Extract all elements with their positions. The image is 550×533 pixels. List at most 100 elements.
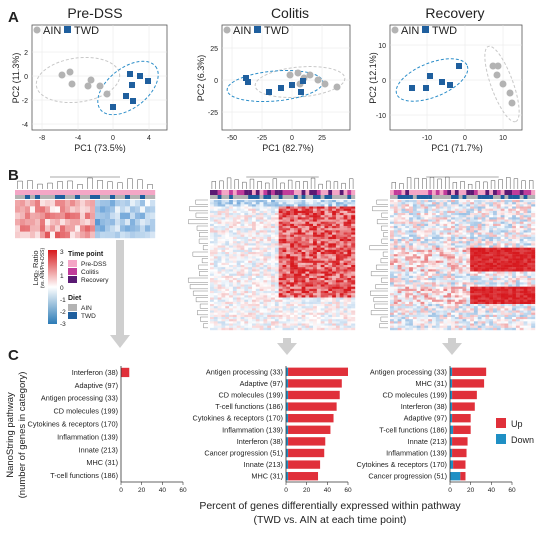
heatmap-cell xyxy=(251,284,256,287)
heatmap-cell xyxy=(232,210,237,214)
heatmap-cell xyxy=(309,319,314,322)
ain-ellipse xyxy=(35,56,121,104)
heatmap-cell xyxy=(278,252,283,255)
heatmap-cell xyxy=(531,295,536,298)
heatmap-cell xyxy=(343,256,348,259)
heatmap-cell xyxy=(130,231,136,239)
heatmap-cell xyxy=(324,314,329,318)
heatmap-cell xyxy=(496,213,501,216)
heatmap-cell xyxy=(493,314,498,318)
heatmap-cell xyxy=(301,258,306,261)
heatmap-cell xyxy=(305,258,310,261)
dendrogram-branch xyxy=(211,181,216,189)
heatmap-cell xyxy=(263,228,268,231)
heatmap-cell xyxy=(339,269,344,272)
heatmap-cell xyxy=(443,306,448,309)
heatmap-cell xyxy=(248,323,253,326)
heatmap-cell xyxy=(274,293,279,296)
heatmap-cell xyxy=(301,304,306,307)
heatmap-cell xyxy=(466,206,471,209)
heatmap-cell xyxy=(309,236,314,240)
heatmap-cell xyxy=(489,247,494,251)
heatmap-cell xyxy=(278,256,283,259)
heatmap-cell xyxy=(477,271,482,274)
heatmap-cell xyxy=(259,295,264,298)
heatmap-cell xyxy=(251,204,256,207)
diet-cell xyxy=(150,195,156,199)
heatmap-cell xyxy=(236,236,241,240)
pca-title: Colitis xyxy=(271,5,309,21)
heatmap-cell xyxy=(240,273,245,277)
heatmap-cell xyxy=(523,299,528,303)
heatmap-cell xyxy=(512,312,517,316)
heatmap-cell xyxy=(351,317,356,320)
heatmap-cell xyxy=(428,301,433,305)
heatmap-cell xyxy=(416,202,421,205)
heatmap-cell xyxy=(217,215,222,218)
heatmap-cell xyxy=(412,280,417,283)
heatmap-cell xyxy=(466,254,471,257)
heatmap-cell xyxy=(470,304,475,307)
heatmap-cell xyxy=(428,306,433,309)
heatmap-cell xyxy=(259,293,264,296)
diet-cell xyxy=(90,195,96,199)
heatmap-cell xyxy=(244,293,249,296)
heatmap-cell xyxy=(351,245,356,248)
heatmap-cell xyxy=(244,295,249,298)
heatmap-cell xyxy=(293,254,298,257)
heatmap-cell xyxy=(531,306,536,309)
heatmap-cell xyxy=(531,297,536,300)
heatmap-cell xyxy=(213,249,218,253)
heatmap-cell xyxy=(443,286,448,290)
heatmap-cell xyxy=(439,314,444,318)
heatmap-cell xyxy=(390,262,395,266)
heatmap-cell xyxy=(50,200,56,207)
heatmap-cell xyxy=(473,213,478,216)
y-tick: 10 xyxy=(378,43,386,50)
dendrogram-branch xyxy=(475,181,480,189)
heatmap-cell xyxy=(240,219,245,222)
time-point-cell xyxy=(328,190,333,195)
heatmap-cell xyxy=(351,291,356,294)
heatmap-cell xyxy=(213,247,218,251)
heatmap-cell xyxy=(267,206,272,209)
heatmap-cell xyxy=(470,299,475,303)
heatmap-cell xyxy=(232,223,237,227)
heatmap-cell xyxy=(255,269,260,272)
heatmap-cell xyxy=(210,234,215,238)
heatmap-cell xyxy=(309,239,314,242)
heatmap-cell xyxy=(489,239,494,242)
heatmap-cell xyxy=(339,271,344,274)
heatmap-cell xyxy=(435,254,440,257)
heatmap-cell xyxy=(259,247,264,251)
heatmap-cell xyxy=(267,230,272,233)
heatmap-cell xyxy=(309,288,314,292)
heatmap-cell xyxy=(240,269,245,272)
heatmap-cell xyxy=(409,210,414,214)
heatmap-cell xyxy=(523,204,528,207)
heatmap-cell xyxy=(397,288,402,292)
dendrogram-branch xyxy=(195,297,208,303)
heatmap-cell xyxy=(286,269,291,272)
heatmap-cell xyxy=(531,206,536,209)
heatmap-cell xyxy=(271,323,276,326)
heatmap-cell xyxy=(393,232,398,235)
heatmap-cell xyxy=(523,215,528,218)
heatmap-cell xyxy=(393,291,398,294)
time-point-cell xyxy=(335,190,340,195)
heatmap-cell xyxy=(301,278,306,281)
heatmap-cell xyxy=(470,269,475,272)
heatmap-cell xyxy=(428,275,433,279)
heatmap-cell xyxy=(393,312,398,316)
x-tick: -8 xyxy=(39,135,45,142)
heatmap-cell xyxy=(232,206,237,209)
heatmap-cell xyxy=(274,232,279,235)
heatmap-cell xyxy=(332,273,337,277)
heatmap-cell xyxy=(301,291,306,294)
heatmap-cell xyxy=(213,269,218,272)
heatmap-cell xyxy=(477,321,482,324)
heatmap-cell xyxy=(393,210,398,214)
heatmap-cell xyxy=(531,267,536,270)
heatmap-cell xyxy=(531,234,536,238)
heatmap-cell xyxy=(420,245,425,248)
